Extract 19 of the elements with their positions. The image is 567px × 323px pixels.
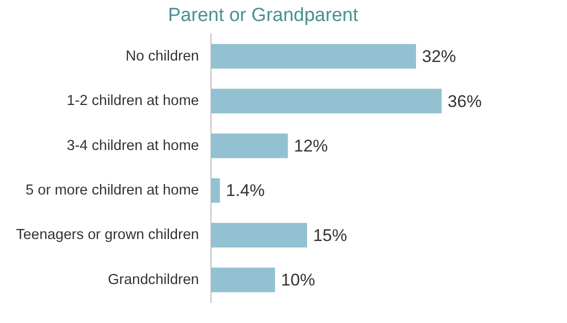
- bar: [210, 178, 220, 203]
- data-label: 15%: [313, 226, 348, 245]
- y-tick-label: Teenagers or grown children: [16, 227, 199, 244]
- y-tick-label: 3-4 children at home: [66, 138, 199, 154]
- data-label: 36%: [448, 92, 482, 111]
- bar: [210, 133, 288, 158]
- bar: [210, 222, 308, 248]
- y-tick-label: No children: [126, 48, 199, 64]
- bar: [210, 268, 276, 292]
- bar: [210, 44, 416, 69]
- data-label: 10%: [281, 270, 316, 290]
- y-tick-label: 1-2 children at home: [66, 93, 199, 110]
- bar: [210, 88, 442, 114]
- data-label: 12%: [294, 136, 328, 156]
- data-label: 32%: [422, 47, 456, 66]
- y-tick-label: 5 or more children at home: [26, 182, 199, 199]
- data-label: 1.4%: [226, 181, 265, 200]
- y-tick-label: Grandchildren: [108, 272, 199, 288]
- chart-title: Parent or Grandparent: [168, 5, 358, 27]
